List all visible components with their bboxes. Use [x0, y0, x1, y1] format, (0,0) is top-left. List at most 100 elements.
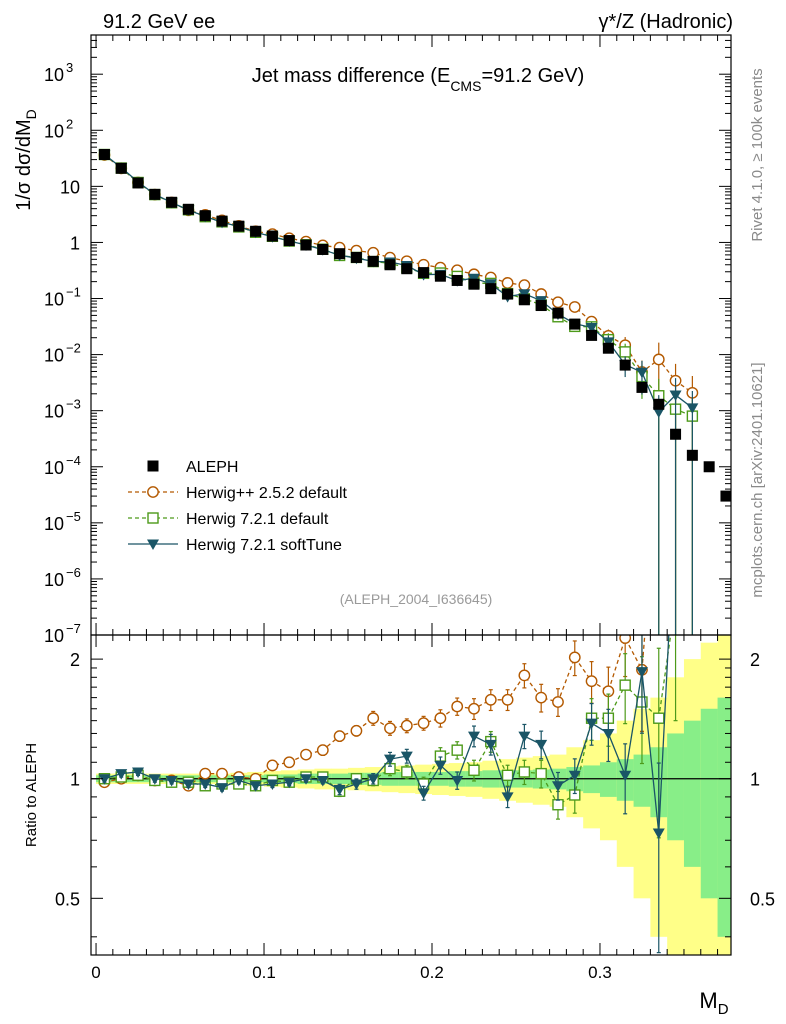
ratio-point-s0-27: [552, 696, 564, 708]
y-tick-sup-6: −3: [66, 397, 81, 412]
x-tick-label-1: 0.1: [252, 963, 276, 982]
data-point-10: [266, 230, 278, 242]
data-point-0: [98, 148, 110, 160]
ratio-point-s0-28: [568, 651, 581, 664]
data-point-28: [569, 318, 581, 330]
ratio-point-s2-20: [434, 760, 447, 772]
main-point-s1-31: [619, 346, 631, 358]
legend-label-2: Herwig 7.2.1 default: [186, 511, 329, 528]
ratio-point-s0-35: [687, 331, 697, 341]
data-point-17: [384, 259, 396, 271]
ratio-tick-label-right-0: 2: [750, 650, 760, 670]
legend-marker-0: [147, 460, 159, 472]
y-tick-label-10: 10: [44, 626, 64, 646]
ratio-point-s2-13: [316, 775, 329, 787]
data-point-22: [468, 278, 480, 290]
data-point-33: [653, 398, 665, 410]
data-point-15: [350, 251, 362, 263]
ratio-point-s2-19: [417, 788, 430, 800]
ratio-point-s2-7: [216, 783, 229, 794]
data-point-4: [166, 196, 178, 208]
legend-marker-1: [147, 486, 159, 498]
data-point-16: [367, 255, 379, 267]
band-inner-35: [683, 720, 702, 867]
y-tick-label-7: 10: [44, 458, 64, 478]
analysis-tag: (ALEPH_2004_I636645): [340, 591, 493, 607]
main-line-series-2: [104, 153, 693, 414]
data-point-19: [418, 267, 430, 279]
data-point-6: [199, 210, 211, 222]
data-point-3: [149, 188, 161, 200]
ratio-point-s2-8: [232, 775, 245, 787]
y-tick-label-8: 10: [44, 514, 64, 534]
legend-label-0: ALEPH: [186, 459, 238, 476]
main-point-s2-35: [686, 403, 699, 414]
y-tick-sup-1: 2: [66, 116, 73, 131]
ratio-point-s0-16: [367, 712, 380, 725]
data-point-5: [182, 203, 194, 215]
ratio-point-s2-16: [367, 774, 380, 785]
ratio-point-s0-15: [350, 724, 363, 737]
main-point-s0-27: [552, 296, 564, 309]
data-point-1: [115, 162, 127, 174]
main-line-series-1: [104, 153, 693, 417]
data-point-34: [670, 428, 682, 440]
data-point-18: [401, 263, 413, 275]
ratio-point-s0-18: [400, 719, 413, 732]
ratio-point-s2-23: [484, 739, 497, 751]
ratio-point-s2-0: [98, 774, 111, 785]
ratio-point-s2-17: [384, 754, 397, 766]
ratio-tick-label-2: 0.5: [55, 889, 80, 909]
main-point-s2-30: [602, 337, 615, 348]
ratio-point-s2-15: [350, 779, 363, 790]
ratio-point-s2-14: [333, 784, 346, 796]
header-left: 91.2 GeV ee: [103, 11, 215, 33]
ratio-point-s2-9: [249, 781, 262, 792]
ratio-point-s2-12: [300, 774, 313, 785]
main-point-s0-25: [518, 279, 531, 292]
y-tick-label-1: 10: [44, 121, 64, 141]
ratio-point-s2-26: [535, 739, 548, 751]
ratio-point-s2-31: [619, 770, 632, 782]
ratio-point-s1-25: [518, 766, 531, 778]
data-point-21: [451, 274, 463, 286]
ratio-point-s2-4: [165, 775, 178, 787]
ratio-plot-frame: [90, 634, 732, 956]
legend-label-3: Herwig 7.2.1 softTune: [186, 537, 342, 554]
ratio-point-s1-18: [401, 766, 413, 778]
data-point-32: [636, 381, 648, 393]
main-point-s0-24: [501, 277, 514, 289]
header-right: γ*/Z (Hadronic): [599, 11, 733, 33]
y-tick-label-5: 10: [44, 346, 64, 366]
band-inner-34: [667, 733, 685, 841]
rivet-label: Rivet 4.1.0, ≥ 100k events: [749, 68, 766, 241]
ratio-point-s2-6: [199, 779, 212, 790]
ratio-point-s2-1: [115, 769, 128, 780]
ratio-tick-label-1: 1: [70, 770, 80, 790]
data-point-25: [518, 294, 530, 306]
data-point-29: [586, 329, 598, 341]
ratio-point-s1-21: [451, 744, 463, 756]
main-series: [98, 148, 731, 635]
data-point-2: [132, 177, 144, 189]
main-line-series-0: [104, 154, 693, 394]
ratio-tick-label-right-2: 0.5: [750, 889, 775, 909]
ratio-point-s0-23: [484, 693, 497, 706]
band-inner-32: [633, 754, 651, 807]
ratio-point-s2-32: [635, 667, 648, 678]
legend-label-1: Herwig++ 2.5.2 default: [186, 485, 348, 502]
y-tick-sup-10: −7: [66, 621, 81, 636]
legend-marker-3: [147, 539, 159, 550]
ratio-point-s2-30: [602, 728, 615, 740]
ratio-tick-label-right-1: 1: [750, 770, 760, 790]
ratio-point-s0-11: [283, 756, 296, 769]
ratio-point-s1-22: [468, 764, 480, 776]
x-tick-label-3: 0.3: [588, 963, 612, 982]
y-tick-label-2: 10: [60, 177, 80, 197]
ratio-point-s1-26: [535, 767, 547, 780]
ratio-point-s2-27: [551, 781, 564, 792]
ratio-point-s0-10: [266, 759, 279, 772]
ratio-point-s0-31: [619, 635, 632, 644]
